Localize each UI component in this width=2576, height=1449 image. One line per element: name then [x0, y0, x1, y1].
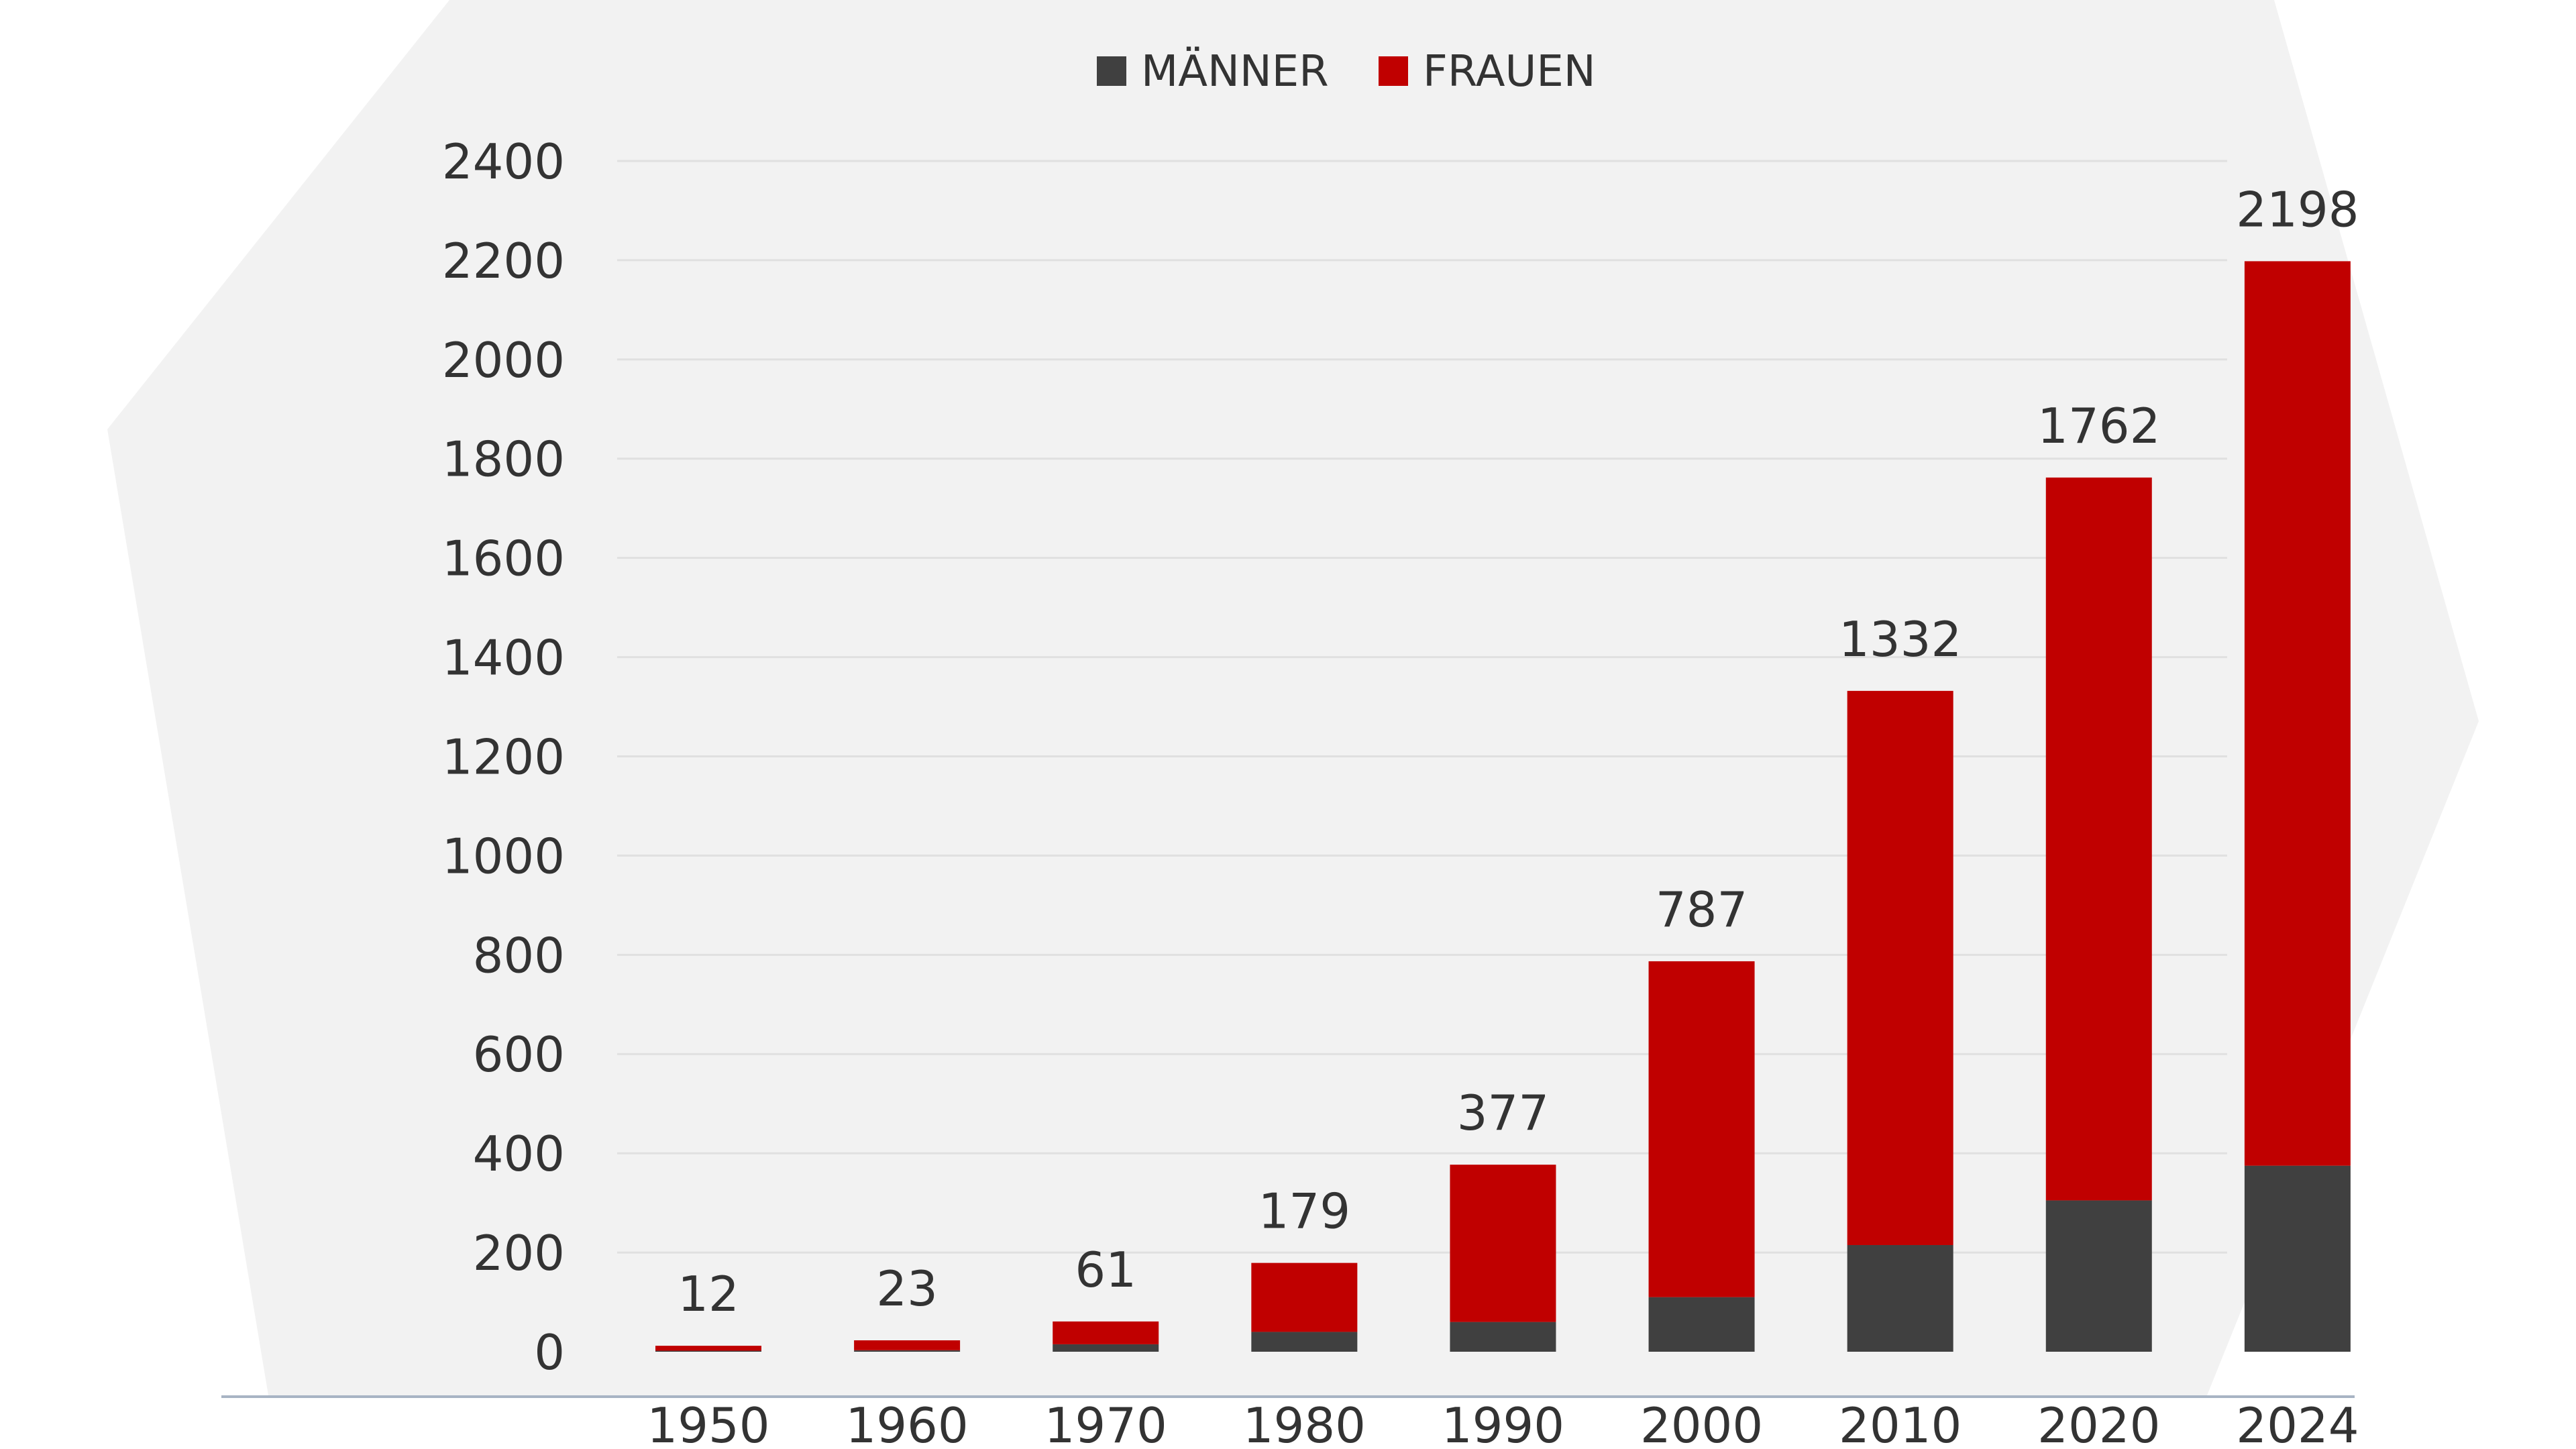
legend-item-frauen[interactable]: FRAUEN [1379, 47, 1596, 97]
y-tick-label: 1000 [442, 828, 565, 884]
bar-segment-frauen [1251, 1263, 1358, 1332]
y-tick-label: 800 [473, 927, 565, 983]
y-tick-label: 400 [473, 1126, 565, 1182]
y-tick-label: 2200 [442, 233, 565, 289]
y-tick-label: 2400 [442, 133, 565, 190]
x-axis: 1950 1960 1970 1980 1990 2000 2010 2020 2024 [647, 1397, 2359, 1449]
bar-segment-frauen [2045, 477, 2152, 1201]
y-tick-label: 2000 [442, 332, 565, 388]
legend-label: MÄNNER [1141, 46, 1329, 97]
y-tick-label: 1600 [442, 531, 565, 587]
total-label: 377 [1457, 1085, 1549, 1141]
bar-segment-maenner [1648, 1297, 1755, 1352]
total-label: 1762 [2037, 398, 2160, 454]
x-tick-label: 1980 [1243, 1397, 1366, 1449]
x-tick-label: 1960 [845, 1397, 968, 1449]
x-tick-label: 2020 [2037, 1397, 2160, 1449]
y-tick-label: 1400 [442, 630, 565, 686]
bar-segment-frauen [2244, 261, 2351, 1166]
total-label: 179 [1258, 1183, 1350, 1240]
y-tick-label: 200 [473, 1225, 565, 1281]
x-tick-label: 1970 [1044, 1397, 1167, 1449]
total-label: 12 [678, 1266, 739, 1322]
bar-segment-maenner [2244, 1165, 2351, 1352]
bar-segment-maenner [1450, 1322, 1556, 1352]
bar-segment-frauen [655, 1346, 761, 1351]
x-tick-label: 1990 [1442, 1397, 1564, 1449]
legend-item-maenner[interactable]: MÄNNER [1097, 46, 1329, 97]
bar-segment-frauen [1648, 961, 1755, 1297]
x-tick-label: 2000 [1640, 1397, 1763, 1449]
y-axis: 0 200 400 600 800 1000 1200 1400 1600 1800 2000 220… [442, 133, 565, 1381]
bar-segment-maenner [655, 1350, 761, 1352]
legend-label: FRAUEN [1423, 47, 1596, 97]
y-tick-label: 1200 [442, 729, 565, 785]
x-tick-label: 1950 [647, 1397, 769, 1449]
y-tick-label: 0 [534, 1324, 565, 1381]
bar-segment-maenner [854, 1350, 961, 1352]
bar-segment-frauen [854, 1340, 961, 1350]
legend-swatch-maenner [1097, 56, 1126, 86]
x-tick-label: 2010 [1839, 1397, 1962, 1449]
legend[interactable]: MÄNNER FRAUEN [1097, 46, 1596, 97]
bar-segment-maenner [2045, 1200, 2152, 1352]
bar-segment-frauen [1450, 1165, 1556, 1322]
gridlines [221, 160, 2355, 1398]
data-labels: 12 23 61 179 377 787 1332 1762 2198 [678, 181, 2359, 1322]
total-label: 787 [1656, 881, 1748, 938]
y-tick-label: 600 [473, 1026, 565, 1083]
total-label: 23 [876, 1260, 938, 1317]
bars [655, 261, 2351, 1352]
x-tick-label: 2024 [2236, 1397, 2359, 1449]
bar-segment-frauen [1847, 690, 1953, 1245]
total-label: 2198 [2236, 181, 2359, 237]
bar-segment-maenner [1251, 1332, 1358, 1352]
total-label: 1332 [1839, 611, 1962, 667]
total-label: 61 [1075, 1242, 1136, 1298]
bar-segment-maenner [1847, 1244, 1953, 1352]
bar-segment-frauen [1053, 1321, 1159, 1344]
legend-swatch-frauen [1379, 56, 1408, 86]
y-tick-label: 1800 [442, 431, 565, 488]
bar-segment-maenner [1053, 1344, 1159, 1352]
